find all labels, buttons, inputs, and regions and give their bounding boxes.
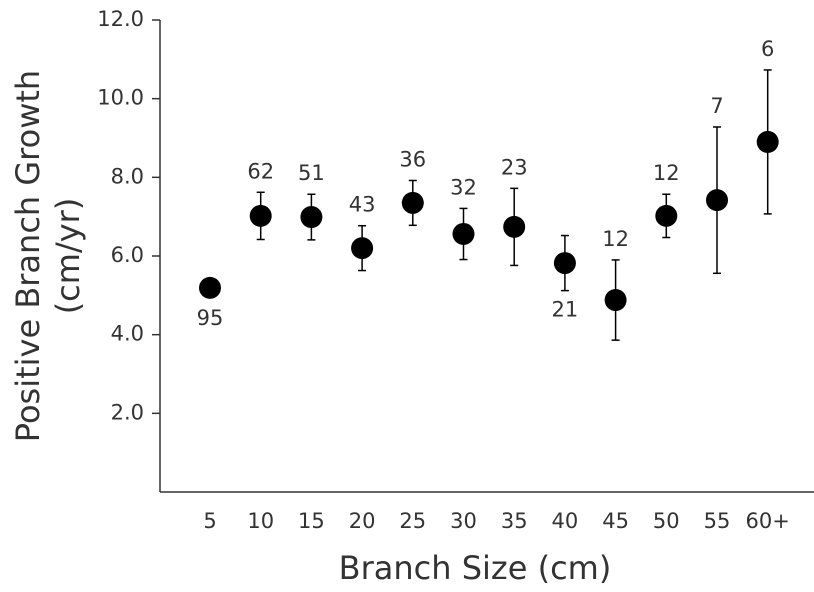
point [503,215,526,238]
point [756,130,779,153]
x-tick-label: 45 [602,509,629,533]
y-tick-label: 4.0 [111,322,144,346]
point [351,237,374,260]
sample-size: 21 [552,298,579,322]
y-tick-label: 12.0 [97,7,144,31]
sample-size: 12 [602,227,629,251]
point [199,276,221,299]
x-tick-label: 50 [653,509,680,533]
point [401,191,424,214]
x-tick-label: 60+ [746,509,790,533]
sample-size: 7 [710,94,723,118]
y-axis-title: (cm/yr) [49,198,87,315]
y-tick-label: 10.0 [97,86,144,110]
sample-size: 12 [653,161,680,185]
point [655,204,678,227]
point [452,222,475,245]
sample-size: 62 [247,159,274,183]
point [604,289,627,312]
sample-size: 51 [298,161,325,185]
x-tick-label: 5 [203,509,216,533]
sample-size: 36 [399,147,426,171]
y-axis-title: Positive Branch Growth [9,70,47,442]
sample-size: 32 [450,175,477,199]
sample-size: 95 [197,306,224,330]
sample-size: 43 [349,193,376,217]
y-tick-label: 6.0 [111,243,144,267]
y-tick-label: 8.0 [111,164,144,188]
x-tick-label: 35 [501,509,528,533]
point [706,189,728,212]
point [553,252,576,275]
x-tick-label: 55 [704,509,731,533]
x-tick-label: 10 [247,509,274,533]
point [300,206,323,229]
x-tick-label: 30 [450,509,477,533]
point [249,204,272,227]
x-tick-label: 15 [298,509,325,533]
x-axis-title: Branch Size (cm) [339,549,612,587]
y-tick-label: 2.0 [111,400,144,424]
sample-size: 23 [501,155,528,179]
x-tick-label: 20 [349,509,376,533]
x-tick-label: 25 [399,509,426,533]
sample-size: 6 [761,37,774,61]
x-tick-label: 40 [552,509,579,533]
